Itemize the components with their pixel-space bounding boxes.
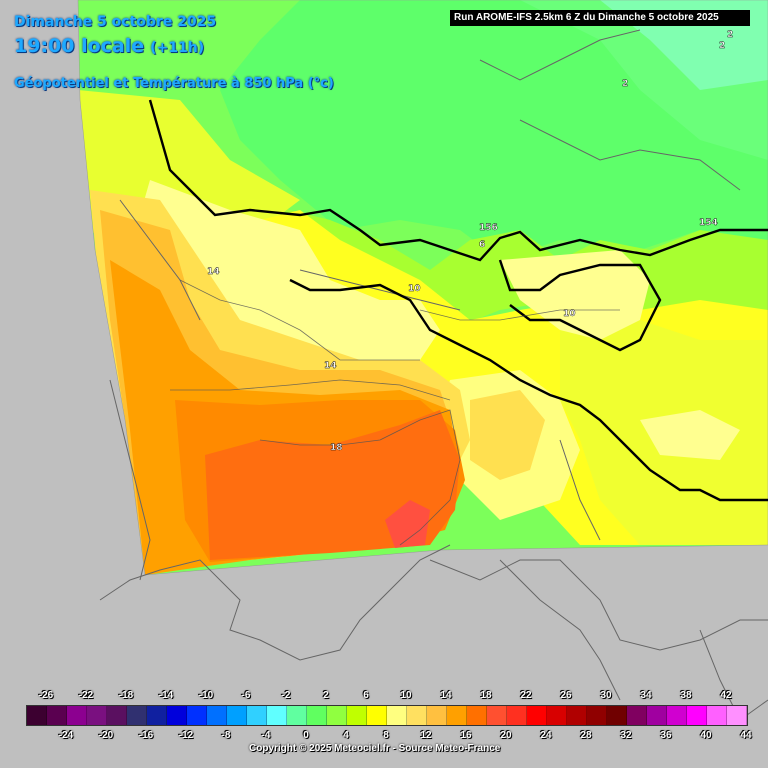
colorbar-cell <box>187 706 207 725</box>
forecast-date: Dimanche 5 octobre 2025 <box>14 14 217 30</box>
legend-tick: 6 <box>363 690 369 701</box>
isoline-label: 18 <box>330 443 343 453</box>
colorbar-cell <box>387 706 407 725</box>
legend-tick: 24 <box>540 730 552 741</box>
colorbar-cell <box>507 706 527 725</box>
legend-tick: 22 <box>520 690 532 701</box>
isoline-label: 14 <box>324 361 337 371</box>
colorbar-cell <box>147 706 167 725</box>
legend-tick: -12 <box>178 730 194 741</box>
isoline-label: 6 <box>479 240 485 250</box>
forecast-time: 19:00 locale (+11h) <box>14 35 204 57</box>
legend-tick: 30 <box>600 690 612 701</box>
legend-tick: -14 <box>158 690 174 701</box>
colorbar-cell <box>627 706 647 725</box>
colorbar-cell <box>27 706 47 725</box>
legend-tick: -10 <box>198 690 214 701</box>
legend-tick: -4 <box>261 730 271 741</box>
colorbar-cell <box>347 706 367 725</box>
colorbar-cell <box>87 706 107 725</box>
colorbar-cell <box>167 706 187 725</box>
legend-tick: 10 <box>400 690 412 701</box>
legend-tick: 40 <box>700 730 712 741</box>
colorbar-cell <box>567 706 587 725</box>
colorbar-cell <box>487 706 507 725</box>
colorbar-cell <box>527 706 547 725</box>
legend-tick: 12 <box>420 730 432 741</box>
legend-tick: 38 <box>680 690 692 701</box>
colorbar-cell <box>67 706 87 725</box>
lead-time: (+11h) <box>150 40 205 56</box>
colorbar-cell <box>287 706 307 725</box>
colorbar-cell <box>727 706 747 725</box>
parameter-title: Géopotentiel et Température à 850 hPa (°… <box>14 76 334 91</box>
isoline-label: 14 <box>207 267 220 277</box>
legend-tick: 20 <box>500 730 512 741</box>
colorbar-cell <box>707 706 727 725</box>
isoline-label: 2 <box>622 79 628 89</box>
legend-tick: -6 <box>241 690 251 701</box>
colorbar-cell <box>107 706 127 725</box>
legend-tick: -8 <box>221 730 231 741</box>
colorbar <box>26 705 748 726</box>
isoline-label: 2 <box>727 30 733 40</box>
legend-tick: 4 <box>343 730 349 741</box>
legend-tick: -20 <box>98 730 114 741</box>
isoline-label: 10 <box>408 284 421 294</box>
legend-tick: 0 <box>303 730 309 741</box>
colorbar-cell <box>667 706 687 725</box>
forecast-time-value: 19:00 locale <box>14 35 145 57</box>
geopotential-label: 154 <box>699 218 718 228</box>
colorbar-cell <box>227 706 247 725</box>
geopotential-label: 156 <box>479 223 498 233</box>
legend-tick: 34 <box>640 690 652 701</box>
legend-tick: 18 <box>480 690 492 701</box>
isoline-label: 2 <box>719 41 725 51</box>
legend-tick: -24 <box>58 730 74 741</box>
colorbar-cell <box>247 706 267 725</box>
colorbar-cell <box>207 706 227 725</box>
colorbar-cell <box>427 706 447 725</box>
legend-tick: 28 <box>580 730 592 741</box>
legend-tick: 44 <box>740 730 752 741</box>
colorbar-cell <box>407 706 427 725</box>
colorbar-cell <box>327 706 347 725</box>
legend-tick: -2 <box>281 690 291 701</box>
legend-tick: 16 <box>460 730 472 741</box>
colorbar-cell <box>447 706 467 725</box>
legend-tick: -18 <box>118 690 134 701</box>
colorbar-cell <box>647 706 667 725</box>
legend-tick: 32 <box>620 730 632 741</box>
colorbar-cell <box>587 706 607 725</box>
colorbar-cell <box>467 706 487 725</box>
colorbar-cell <box>607 706 627 725</box>
legend-tick: -16 <box>138 730 154 741</box>
colorbar-cell <box>307 706 327 725</box>
legend-tick: 8 <box>383 730 389 741</box>
color-legend: -26 -22 -18 -14 -10 -6 -2 2 6 10 14 18 22 26 30 34 38 42 … <box>0 686 768 768</box>
legend-tick: 36 <box>660 730 672 741</box>
colorbar-cell <box>127 706 147 725</box>
colorbar-cell <box>687 706 707 725</box>
geopotential-isolines <box>148 99 768 502</box>
legend-tick: 14 <box>440 690 452 701</box>
legend-tick: 26 <box>560 690 572 701</box>
temperature-isolines <box>170 279 620 546</box>
colorbar-cell <box>547 706 567 725</box>
legend-tick: 42 <box>720 690 732 701</box>
colorbar-cell <box>367 706 387 725</box>
legend-tick: -22 <box>78 690 94 701</box>
colorbar-cell <box>47 706 67 725</box>
legend-tick: 2 <box>323 690 329 701</box>
run-info-banner: Run AROME-IFS 2.5km 6 Z du Dimanche 5 oc… <box>450 10 750 26</box>
coastlines <box>99 29 768 721</box>
isoline-label: 10 <box>563 309 576 319</box>
legend-tick: -26 <box>38 690 54 701</box>
copyright-text: Copyright © 2025 Meteociel.fr - Source M… <box>249 743 501 754</box>
colorbar-cell <box>267 706 287 725</box>
